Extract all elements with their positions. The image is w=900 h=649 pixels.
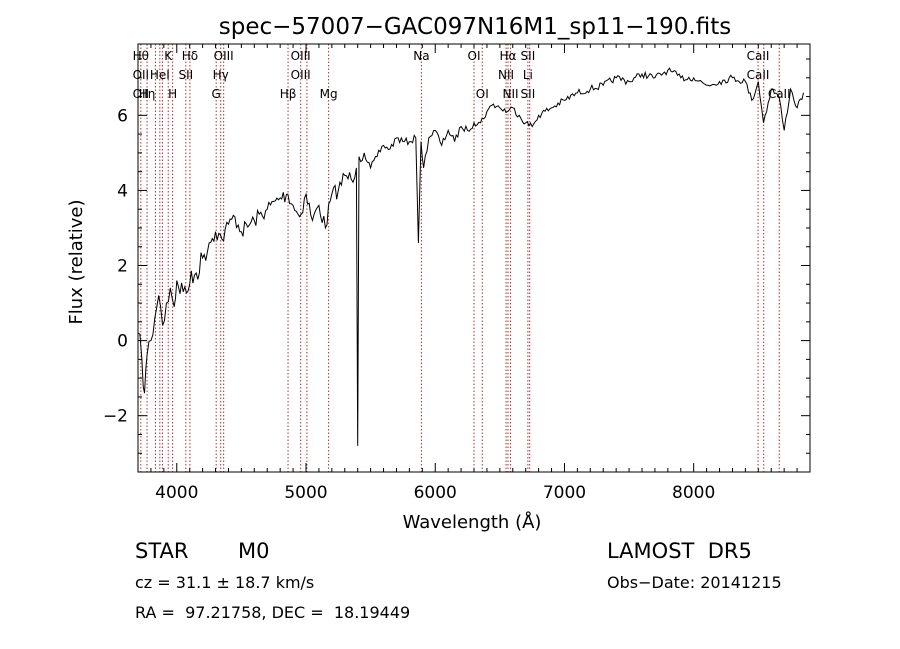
line-label-13-1: OIII: [291, 68, 311, 82]
chart-title: spec−57007−GAC097N16M1_sp11−190.fits: [219, 14, 731, 40]
survey-name: LAMOST DR5: [607, 539, 752, 563]
line-label-5-0: K: [164, 49, 173, 63]
line-label-17-0: OI: [468, 49, 481, 63]
line-label-18-2: OI: [476, 87, 489, 101]
line-label-1-2: Hη: [139, 87, 156, 101]
observation-date: Obs−Date: 20141215: [607, 573, 782, 592]
line-label-6-2: H: [168, 87, 177, 101]
y-tick-label-3: 4: [117, 181, 128, 201]
line-label-15-2: Mg: [320, 87, 338, 101]
line-label-8-0: Hδ: [182, 49, 198, 63]
y-tick-label-0: −2: [103, 407, 128, 427]
line-label-3-1: HeI: [150, 68, 170, 82]
line-label-12-2: Hβ: [280, 87, 297, 101]
x-tick-label-1: 5000: [284, 483, 327, 503]
y-tick-label-2: 2: [117, 257, 128, 277]
y-axis-ticks: −2 0 2 4 6: [103, 58, 810, 473]
line-label-20-0: Hα: [500, 49, 517, 63]
y-tick-label-1: 0: [117, 332, 128, 352]
line-label-24-1: CaII: [747, 68, 770, 82]
y-axis-label: Flux (relative): [66, 199, 87, 324]
line-label-11-0: OIII: [214, 49, 234, 63]
y-tick-label-4: 6: [117, 106, 128, 126]
coordinates: RA = 97.21758, DEC = 18.19449: [135, 603, 411, 622]
line-label-0-1: OII: [133, 68, 150, 82]
x-tick-label-4: 8000: [672, 483, 715, 503]
x-axis-label: Wavelength (Å): [403, 511, 542, 533]
emission-line-markers: [140, 44, 780, 472]
x-tick-label-3: 7000: [543, 483, 586, 503]
line-label-22-2: SII: [521, 87, 536, 101]
x-tick-label-2: 6000: [414, 483, 457, 503]
object-type: STAR: [135, 539, 189, 563]
line-label-0-0: Hθ: [133, 49, 149, 63]
line-label-19-1: NII: [498, 68, 514, 82]
x-axis-ticks: 4000 5000 6000 7000 8000: [137, 44, 811, 503]
line-label-10-1: Hγ: [213, 68, 229, 82]
line-label-7-1: SII: [178, 68, 193, 82]
line-label-22-0: SII: [521, 49, 536, 63]
object-subclass: M0: [238, 539, 270, 563]
line-label-22-1: Li: [523, 68, 533, 82]
spectrum-line: [137, 67, 804, 446]
emission-line-labels: HθOIIOIIHηHeIKHSIIHδGHγOIIIHβOIIIOIIIMgN…: [133, 49, 791, 101]
x-tick-label-0: 4000: [155, 483, 198, 503]
redshift-info: cz = 31.1 ± 18.7 km/s: [135, 573, 315, 592]
line-label-16-0: Na: [413, 49, 429, 63]
line-label-13-0: OIII: [291, 49, 311, 63]
line-label-24-0: CaII: [747, 49, 770, 63]
line-label-0-2: OII: [133, 87, 150, 101]
line-label-21-2: NII: [503, 87, 519, 101]
line-label-9-2: G: [212, 87, 221, 101]
